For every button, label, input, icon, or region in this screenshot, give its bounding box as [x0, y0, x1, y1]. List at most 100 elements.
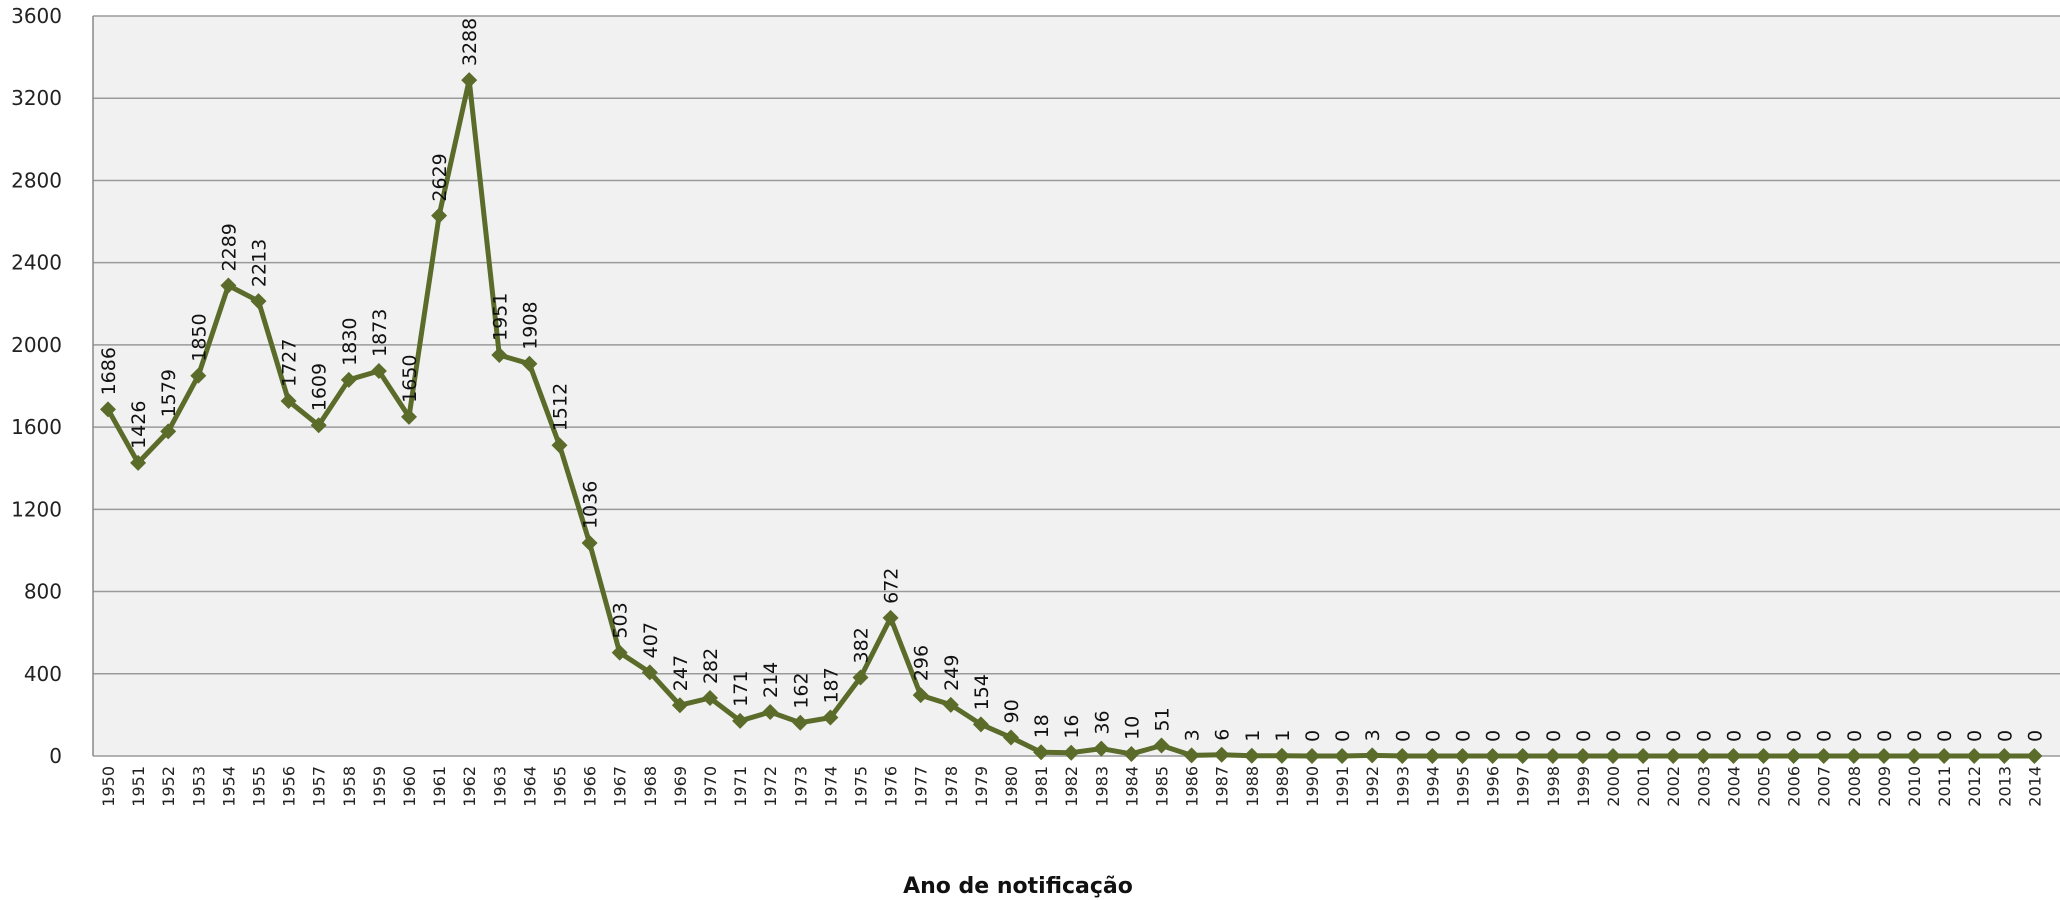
data-point-marker	[611, 644, 628, 661]
data-point-marker	[340, 371, 357, 388]
x-tick-label: 1999	[1574, 766, 1593, 807]
data-label: 407	[640, 622, 662, 658]
data-label: 2289	[218, 223, 240, 271]
x-tick-label: 1979	[972, 766, 991, 807]
data-label: 0	[1453, 730, 1475, 742]
y-tick-label: 0	[49, 744, 62, 768]
data-label: 0	[1332, 730, 1354, 742]
data-label: 672	[881, 568, 903, 604]
data-label: 0	[1994, 730, 2016, 742]
data-point-marker	[1785, 748, 1802, 764]
x-tick-label: 1959	[370, 766, 389, 807]
data-label: 0	[1844, 730, 1866, 742]
data-label: 1951	[489, 293, 511, 341]
data-label: 90	[1001, 699, 1023, 723]
data-point-marker	[280, 393, 297, 410]
data-point-marker	[250, 293, 267, 310]
data-label: 0	[1754, 730, 1776, 742]
data-label: 0	[1904, 730, 1926, 742]
x-tick-label: 2002	[1664, 766, 1683, 807]
x-tick-label: 1961	[430, 766, 449, 807]
x-tick-label: 2005	[1755, 766, 1774, 807]
data-label: 1	[1272, 730, 1294, 742]
data-label: 0	[1693, 730, 1715, 742]
data-label: 187	[820, 667, 842, 703]
data-point-marker	[702, 690, 718, 707]
data-point-marker	[1725, 748, 1742, 764]
x-tick-label: 2000	[1604, 766, 1623, 807]
data-label: 0	[1784, 730, 1806, 742]
data-label: 1873	[369, 309, 391, 357]
data-point-marker	[1273, 747, 1290, 764]
data-label: 154	[971, 674, 993, 710]
x-tick-label: 1980	[1002, 766, 1021, 807]
x-tick-label: 2006	[1785, 766, 1804, 807]
y-tick-label: 1200	[11, 497, 62, 521]
x-tick-label: 1978	[942, 766, 961, 807]
data-label: 6	[1212, 729, 1234, 741]
data-point-marker	[130, 454, 147, 471]
x-tick-label: 1962	[460, 766, 479, 807]
data-point-marker	[1334, 748, 1351, 764]
data-label: 0	[1543, 730, 1565, 742]
data-point-marker	[1213, 746, 1230, 763]
x-tick-label: 1991	[1333, 766, 1352, 807]
x-tick-label: 1996	[1484, 766, 1503, 807]
data-point-marker	[461, 72, 478, 89]
x-tick-label: 1987	[1213, 766, 1232, 807]
x-tick-label: 1977	[912, 766, 931, 807]
data-point-marker	[1695, 748, 1712, 764]
data-point-marker	[160, 423, 177, 440]
x-tick-label: 1954	[219, 766, 238, 807]
data-label: 2213	[249, 239, 271, 287]
x-tick-label: 1984	[1122, 766, 1141, 807]
data-label: 3	[1182, 729, 1204, 741]
data-point-marker	[1454, 748, 1471, 764]
data-point-marker	[1906, 748, 1922, 764]
data-point-marker	[1304, 748, 1320, 764]
data-label: 36	[1091, 710, 1113, 734]
x-tick-label: 1988	[1243, 766, 1262, 807]
data-point-marker	[912, 687, 929, 704]
data-point-marker	[1574, 748, 1591, 764]
data-point-marker	[641, 664, 658, 681]
data-point-marker	[370, 362, 387, 379]
x-tick-label: 2008	[1845, 766, 1864, 807]
x-tick-label: 1955	[250, 766, 269, 807]
data-point-marker	[1875, 748, 1892, 764]
x-tick-label: 2007	[1815, 766, 1834, 807]
data-point-marker	[1544, 748, 1561, 764]
y-tick-label: 3200	[11, 86, 62, 110]
data-label: 282	[700, 648, 722, 684]
x-tick-label: 1953	[189, 766, 208, 807]
data-label: 1830	[339, 317, 361, 365]
data-label: 0	[1633, 730, 1655, 742]
x-tick-label: 1986	[1183, 766, 1202, 807]
data-label: 249	[941, 655, 963, 691]
data-point-marker	[1755, 748, 1772, 764]
x-tick-label: 1951	[129, 766, 148, 807]
data-point-marker	[1936, 748, 1953, 764]
x-axis-title: Ano de notificação	[903, 874, 1133, 899]
data-label: 1727	[279, 339, 301, 387]
x-tick-label: 1998	[1544, 766, 1563, 807]
x-tick-label: 1983	[1092, 766, 1111, 807]
data-point-marker	[1665, 748, 1682, 764]
x-tick-label: 1976	[882, 766, 901, 807]
data-point-marker	[1424, 748, 1441, 764]
data-label: 214	[760, 662, 782, 698]
x-tick-label: 2001	[1634, 766, 1653, 807]
data-label: 247	[670, 655, 692, 691]
data-point-marker	[1996, 748, 2013, 764]
data-label: 0	[1814, 730, 1836, 742]
data-point-marker	[1243, 747, 1260, 764]
data-point-marker	[1123, 745, 1140, 762]
data-point-marker	[401, 408, 417, 425]
data-label: 3	[1362, 729, 1384, 741]
x-tick-label: 1957	[310, 766, 329, 807]
x-tick-label: 2004	[1724, 766, 1743, 807]
data-label: 1	[1242, 730, 1264, 742]
data-point-marker	[581, 535, 598, 552]
x-tick-label: 1964	[520, 766, 539, 807]
